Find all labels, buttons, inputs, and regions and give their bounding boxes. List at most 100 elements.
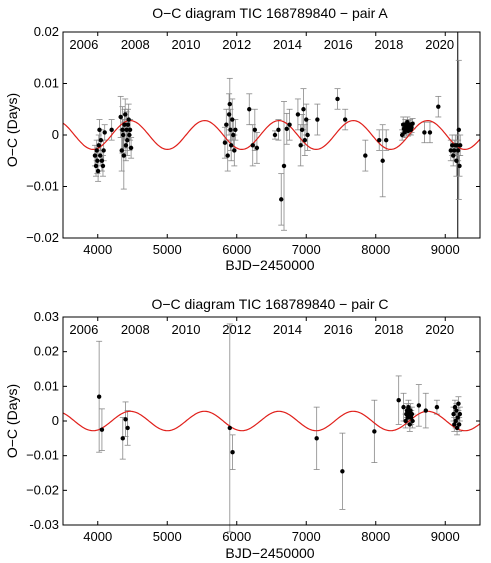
data-point [454, 408, 459, 413]
data-point [99, 158, 105, 163]
plot-frame [62, 31, 481, 239]
year-label: 2006 [69, 322, 98, 337]
data-point [127, 127, 133, 133]
data-point [457, 163, 462, 169]
y-tick-label: 0.02 [34, 24, 59, 39]
data-point [272, 132, 278, 138]
x-tick-label: 6000 [222, 529, 251, 544]
data-point [405, 415, 410, 420]
data-point [96, 394, 102, 399]
data-point [451, 411, 456, 417]
data-point [456, 127, 462, 133]
data-point [406, 404, 411, 410]
data-point [287, 122, 292, 127]
data-point [93, 163, 99, 169]
data-point [448, 148, 454, 153]
data-point [314, 436, 319, 441]
data-point [450, 143, 455, 148]
data-point [233, 127, 238, 133]
data-point [122, 122, 127, 127]
data-point [436, 104, 441, 109]
y-tick-label: −0.01 [26, 448, 59, 463]
data-point [100, 163, 106, 169]
data-point [252, 127, 258, 133]
data-point [315, 117, 320, 122]
y-tick-label: -0.03 [29, 517, 59, 532]
data-point [123, 112, 128, 117]
year-label: 2012 [222, 322, 251, 337]
data-point [407, 422, 413, 427]
data-point [335, 96, 340, 102]
data-point [403, 418, 408, 424]
data-point [455, 148, 461, 153]
data-point [97, 153, 103, 158]
data-point [99, 427, 105, 432]
data-point [127, 132, 132, 138]
data-point [276, 127, 281, 133]
data-point [284, 126, 289, 132]
data-point [109, 127, 114, 133]
data-point [454, 158, 459, 163]
x-tick-label: 4000 [83, 242, 112, 257]
x-tick-label: 7000 [292, 529, 321, 544]
data-point [126, 117, 131, 122]
series-layer [62, 323, 481, 533]
year-label: 2016 [324, 37, 353, 52]
series-layer [62, 32, 481, 238]
model-curve [62, 119, 481, 151]
year-label: 2008 [121, 37, 150, 52]
data-point [299, 127, 305, 133]
year-label: 2010 [172, 322, 201, 337]
data-point [120, 436, 125, 441]
data-point [254, 145, 260, 151]
data-point [125, 137, 130, 143]
data-point [96, 143, 101, 148]
data-point [228, 127, 233, 133]
data-point [410, 418, 415, 424]
data-point [228, 143, 234, 148]
data-point [454, 425, 460, 431]
data-point [120, 132, 126, 138]
year-label: 2020 [425, 37, 454, 52]
data-point [422, 130, 427, 135]
data-point [401, 404, 406, 410]
y-tick-label: −0.02 [26, 230, 59, 245]
data-point [125, 425, 130, 431]
y-tick-label: −0.01 [26, 179, 59, 194]
data-point [396, 398, 401, 403]
data-point [227, 101, 232, 107]
data-point [120, 127, 125, 133]
data-point [281, 163, 287, 169]
y-tick-label: 0.02 [34, 344, 59, 359]
x-tick-label: 5000 [153, 242, 182, 257]
y-tick-label: 0.01 [34, 378, 59, 393]
chart-panel-pair-c: O−C diagram TIC 168789840 − pair C O−C (… [4, 296, 481, 561]
y-tick-label: 0 [52, 413, 59, 428]
x-tick-label: 7000 [292, 242, 321, 257]
data-point [124, 127, 129, 133]
data-point [94, 148, 99, 153]
data-point [102, 130, 107, 135]
year-label: 2008 [121, 322, 150, 337]
data-point [408, 415, 414, 420]
data-point [456, 401, 461, 406]
data-point [457, 411, 463, 417]
data-point [405, 119, 410, 125]
data-point [123, 417, 128, 422]
x-tick-label: 5000 [153, 529, 182, 544]
year-label: 2020 [425, 322, 454, 337]
y-tick-label: 0 [52, 127, 59, 142]
data-point [121, 153, 127, 158]
x-tick-label: 9000 [431, 242, 460, 257]
data-point [457, 143, 463, 148]
data-point [304, 117, 309, 122]
y-tick-label: −0.02 [26, 482, 59, 497]
data-point [380, 158, 385, 163]
data-point [98, 137, 104, 143]
data-point [295, 112, 301, 117]
data-point [119, 148, 124, 153]
data-point [408, 408, 413, 413]
data-point [227, 425, 232, 431]
data-point [454, 143, 460, 148]
year-label: 2018 [374, 322, 403, 337]
